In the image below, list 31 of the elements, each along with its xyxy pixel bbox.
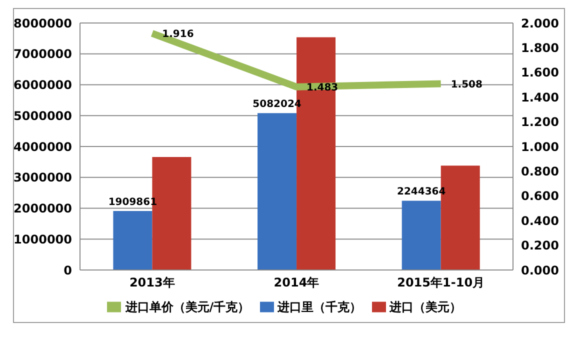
y2-tick-label: 0.000 [521,263,559,278]
y2-tick-label: 2.000 [521,16,559,30]
x-tick-label: 2013年 [129,276,175,290]
y-tick-label: 0 [64,263,72,278]
y-tick-label: 6000000 [14,78,72,92]
data-label: 1.916 [162,28,194,40]
y-tick-label: 4000000 [14,140,72,154]
bar [113,211,152,270]
y2-tick-label: 0.400 [521,214,559,228]
bar [258,113,297,270]
y2-tick-label: 1.400 [521,90,559,104]
legend-label: 进口（美元） [390,300,462,314]
y-tick-label: 5000000 [14,108,72,123]
x-tick-label: 2015年1-10月 [397,276,485,290]
y-tick-label: 2000000 [14,202,72,216]
y-tick-label: 7000000 [14,47,72,62]
y-tick-label: 3000000 [14,170,72,185]
y-tick-label: 1000000 [14,232,72,246]
y2-tick-label: 0.200 [521,238,559,253]
data-label: 1.508 [450,79,483,90]
y2-tick-label: 1.800 [521,40,559,55]
y2-tick-label: 0.800 [521,164,559,178]
y-tick-label: 8000000 [14,16,72,30]
legend-label: 进口单价（美元/千克） [125,300,250,314]
x-tick-label: 2014年 [274,276,320,290]
bar [402,200,441,270]
y2-tick-label: 1.600 [521,66,559,80]
y2-tick-label: 0.600 [521,189,559,204]
y2-tick-label: 1.200 [521,115,559,130]
y2-tick-label: 1.000 [521,140,559,154]
legend-label: 进口里（千克） [278,300,362,314]
